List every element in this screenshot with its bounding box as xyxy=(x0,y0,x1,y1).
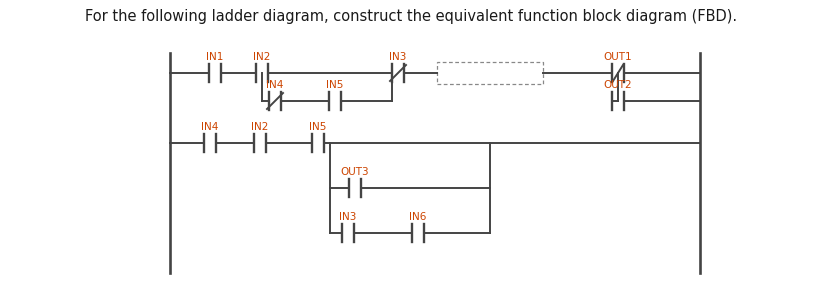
Text: IN3: IN3 xyxy=(339,212,356,222)
Text: IN4: IN4 xyxy=(202,122,219,132)
Text: IN6: IN6 xyxy=(409,212,426,222)
Text: IN5: IN5 xyxy=(326,80,344,90)
Text: IN2: IN2 xyxy=(253,52,271,62)
Bar xyxy=(437,62,543,84)
Text: OUT1: OUT1 xyxy=(604,52,632,62)
Text: OUT2: OUT2 xyxy=(604,80,632,90)
Text: OUT3: OUT3 xyxy=(341,167,370,177)
Text: IN4: IN4 xyxy=(267,80,284,90)
Text: IN3: IN3 xyxy=(389,52,407,62)
Text: For the following ladder diagram, construct the equivalent function block diagra: For the following ladder diagram, constr… xyxy=(85,9,737,24)
Text: IN1: IN1 xyxy=(207,52,224,62)
Text: IN5: IN5 xyxy=(309,122,327,132)
Text: IN2: IN2 xyxy=(251,122,268,132)
